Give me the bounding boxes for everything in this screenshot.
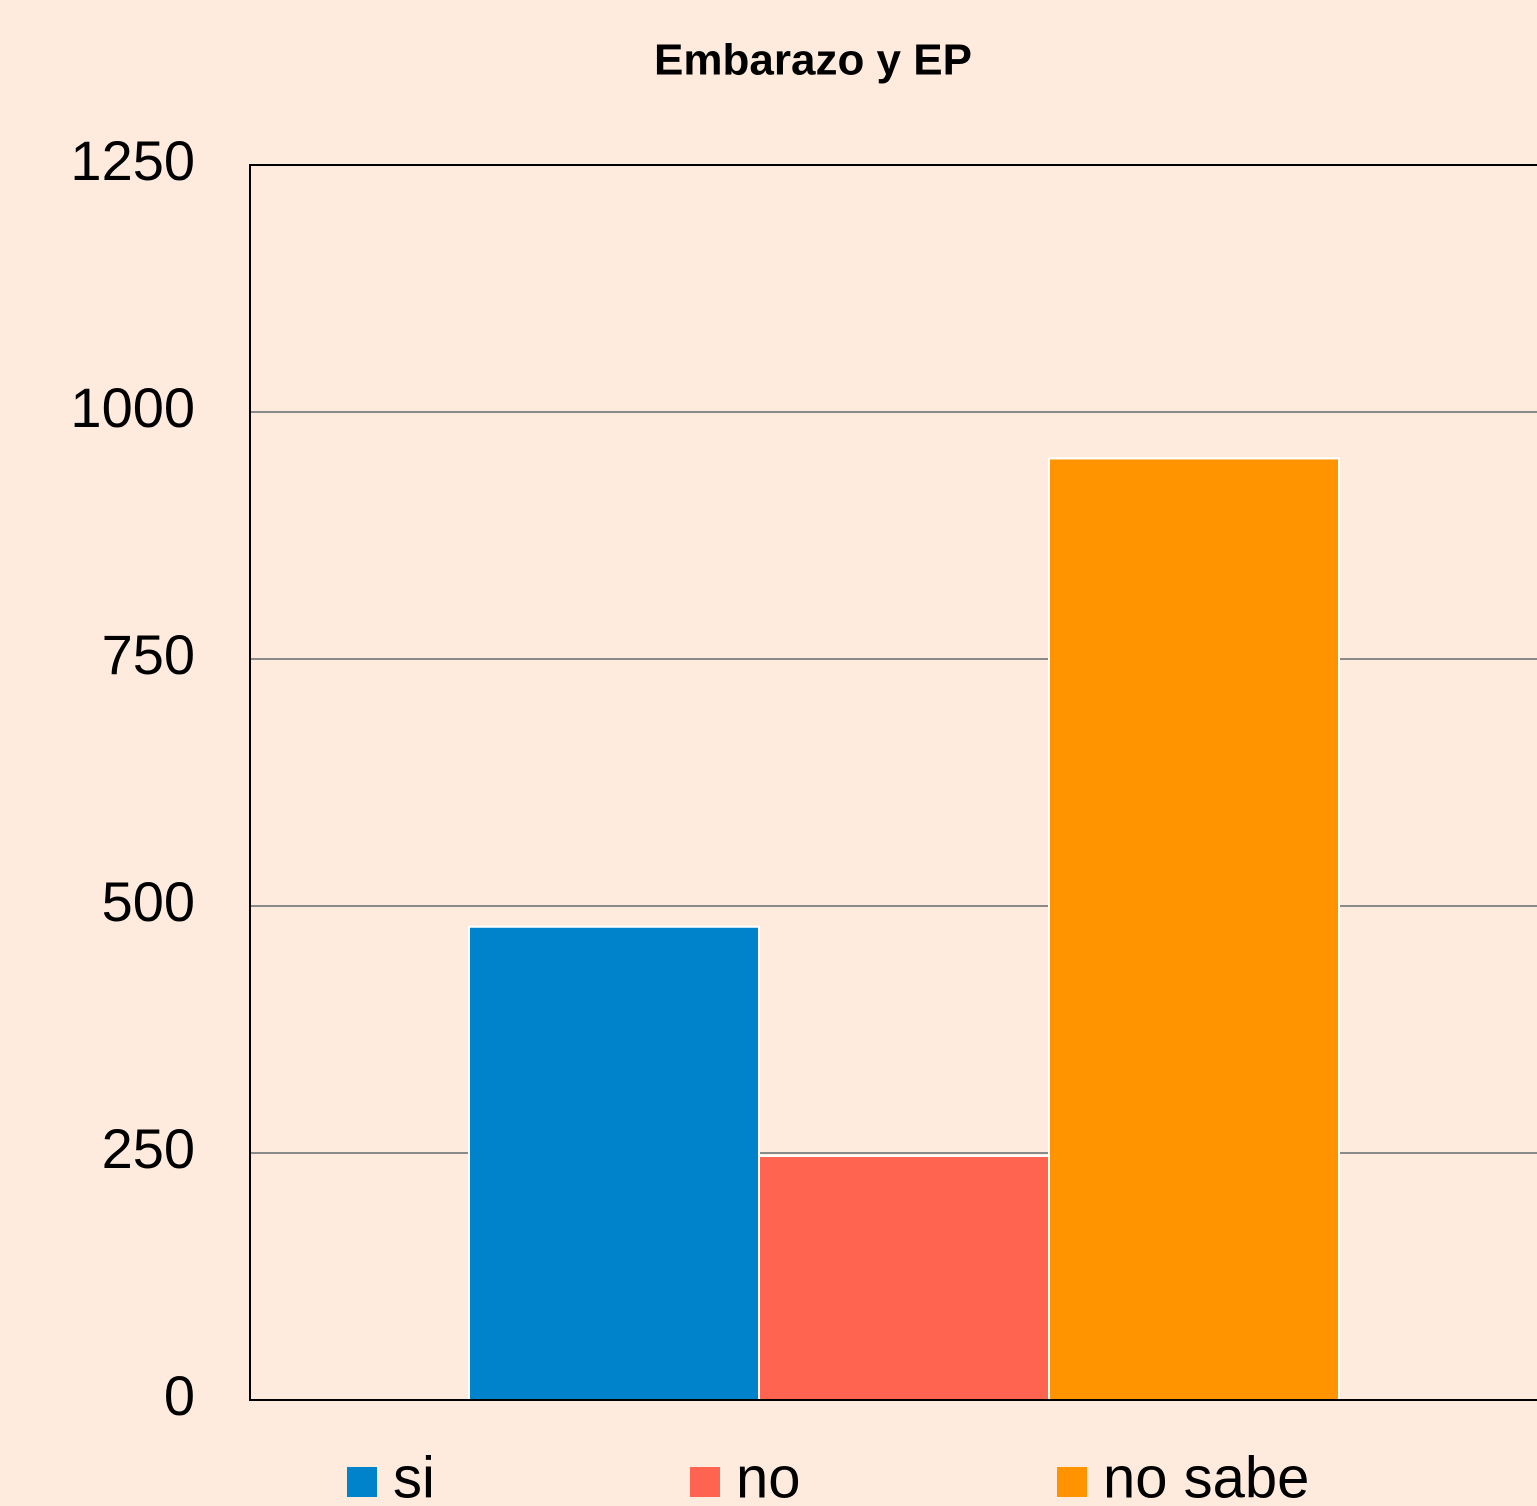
y-tick-label: 1000 — [70, 376, 195, 439]
bar — [758, 1154, 1050, 1401]
legend-swatch — [690, 1467, 720, 1497]
bar — [1048, 457, 1340, 1402]
bar — [468, 925, 760, 1401]
legend-label: si — [393, 1445, 435, 1506]
chart-title: Embarazo y EP — [654, 36, 972, 85]
legend-label: no sabe — [1103, 1445, 1309, 1506]
y-tick-label: 0 — [164, 1364, 195, 1427]
y-tick-label: 750 — [102, 623, 195, 686]
y-tick-label: 250 — [102, 1117, 195, 1180]
plot-border — [249, 164, 1537, 1401]
y-tick-label: 1250 — [70, 129, 195, 192]
legend-label: no — [736, 1445, 801, 1506]
y-tick-label: 500 — [102, 870, 195, 933]
legend-swatch — [347, 1467, 377, 1497]
legend-swatch — [1057, 1467, 1087, 1497]
